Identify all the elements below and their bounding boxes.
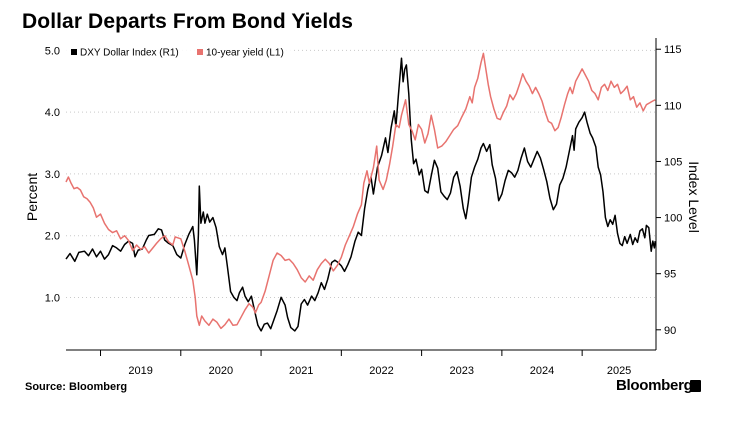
axis-layer: 1.0 2.0 3.0 4.0 5.0 90 95 100 105 110 115 2019 2020 2… — [45, 38, 682, 377]
y-right-tick-label: 100 — [664, 213, 682, 225]
bloomberg-logo: Bloomberg — [616, 377, 693, 394]
y-left-axis-title: Percent — [24, 173, 40, 221]
x-tick-label: 2021 — [289, 365, 313, 377]
y-right-tick-label: 110 — [664, 100, 682, 112]
y-right-tick-label: 105 — [664, 156, 682, 168]
y-left-tick-label: 3.0 — [45, 169, 60, 181]
y-left-tick-label: 5.0 — [45, 45, 60, 57]
legend-background — [66, 44, 294, 60]
y-left-tick-label: 1.0 — [45, 292, 60, 304]
dxy-series-line — [65, 57, 656, 332]
series-layer — [65, 52, 656, 332]
y-right-tick-label: 115 — [664, 44, 682, 56]
legend-label-yield: 10-year yield (L1) — [206, 48, 284, 59]
legend-label-dxy: DXY Dollar Index (R1) — [80, 48, 179, 59]
x-tick-label: 2019 — [128, 365, 152, 377]
legend-swatch-yield — [197, 49, 203, 55]
legend: DXY Dollar Index (R1) 10-year yield (L1) — [66, 44, 294, 60]
y-right-axis-title: Index Level — [686, 161, 702, 233]
y-right-tick-label: 95 — [664, 269, 676, 281]
x-tick-label: 2024 — [530, 365, 554, 377]
x-tick-label: 2022 — [369, 365, 393, 377]
yield-series-line — [65, 52, 656, 330]
source-note: Source: Bloomberg — [25, 381, 128, 393]
y-left-tick-label: 4.0 — [45, 107, 60, 119]
y-right-tick-label: 90 — [664, 325, 676, 337]
x-tick-label: 2025 — [607, 365, 631, 377]
grid-layer — [66, 49, 656, 298]
legend-swatch-dxy — [71, 49, 77, 55]
x-tick-label: 2023 — [449, 365, 473, 377]
chart-title: Dollar Departs From Bond Yields — [22, 10, 353, 33]
x-tick-label: 2020 — [209, 365, 233, 377]
y-left-tick-label: 2.0 — [45, 231, 60, 243]
bloomberg-terminal-icon — [690, 380, 701, 392]
